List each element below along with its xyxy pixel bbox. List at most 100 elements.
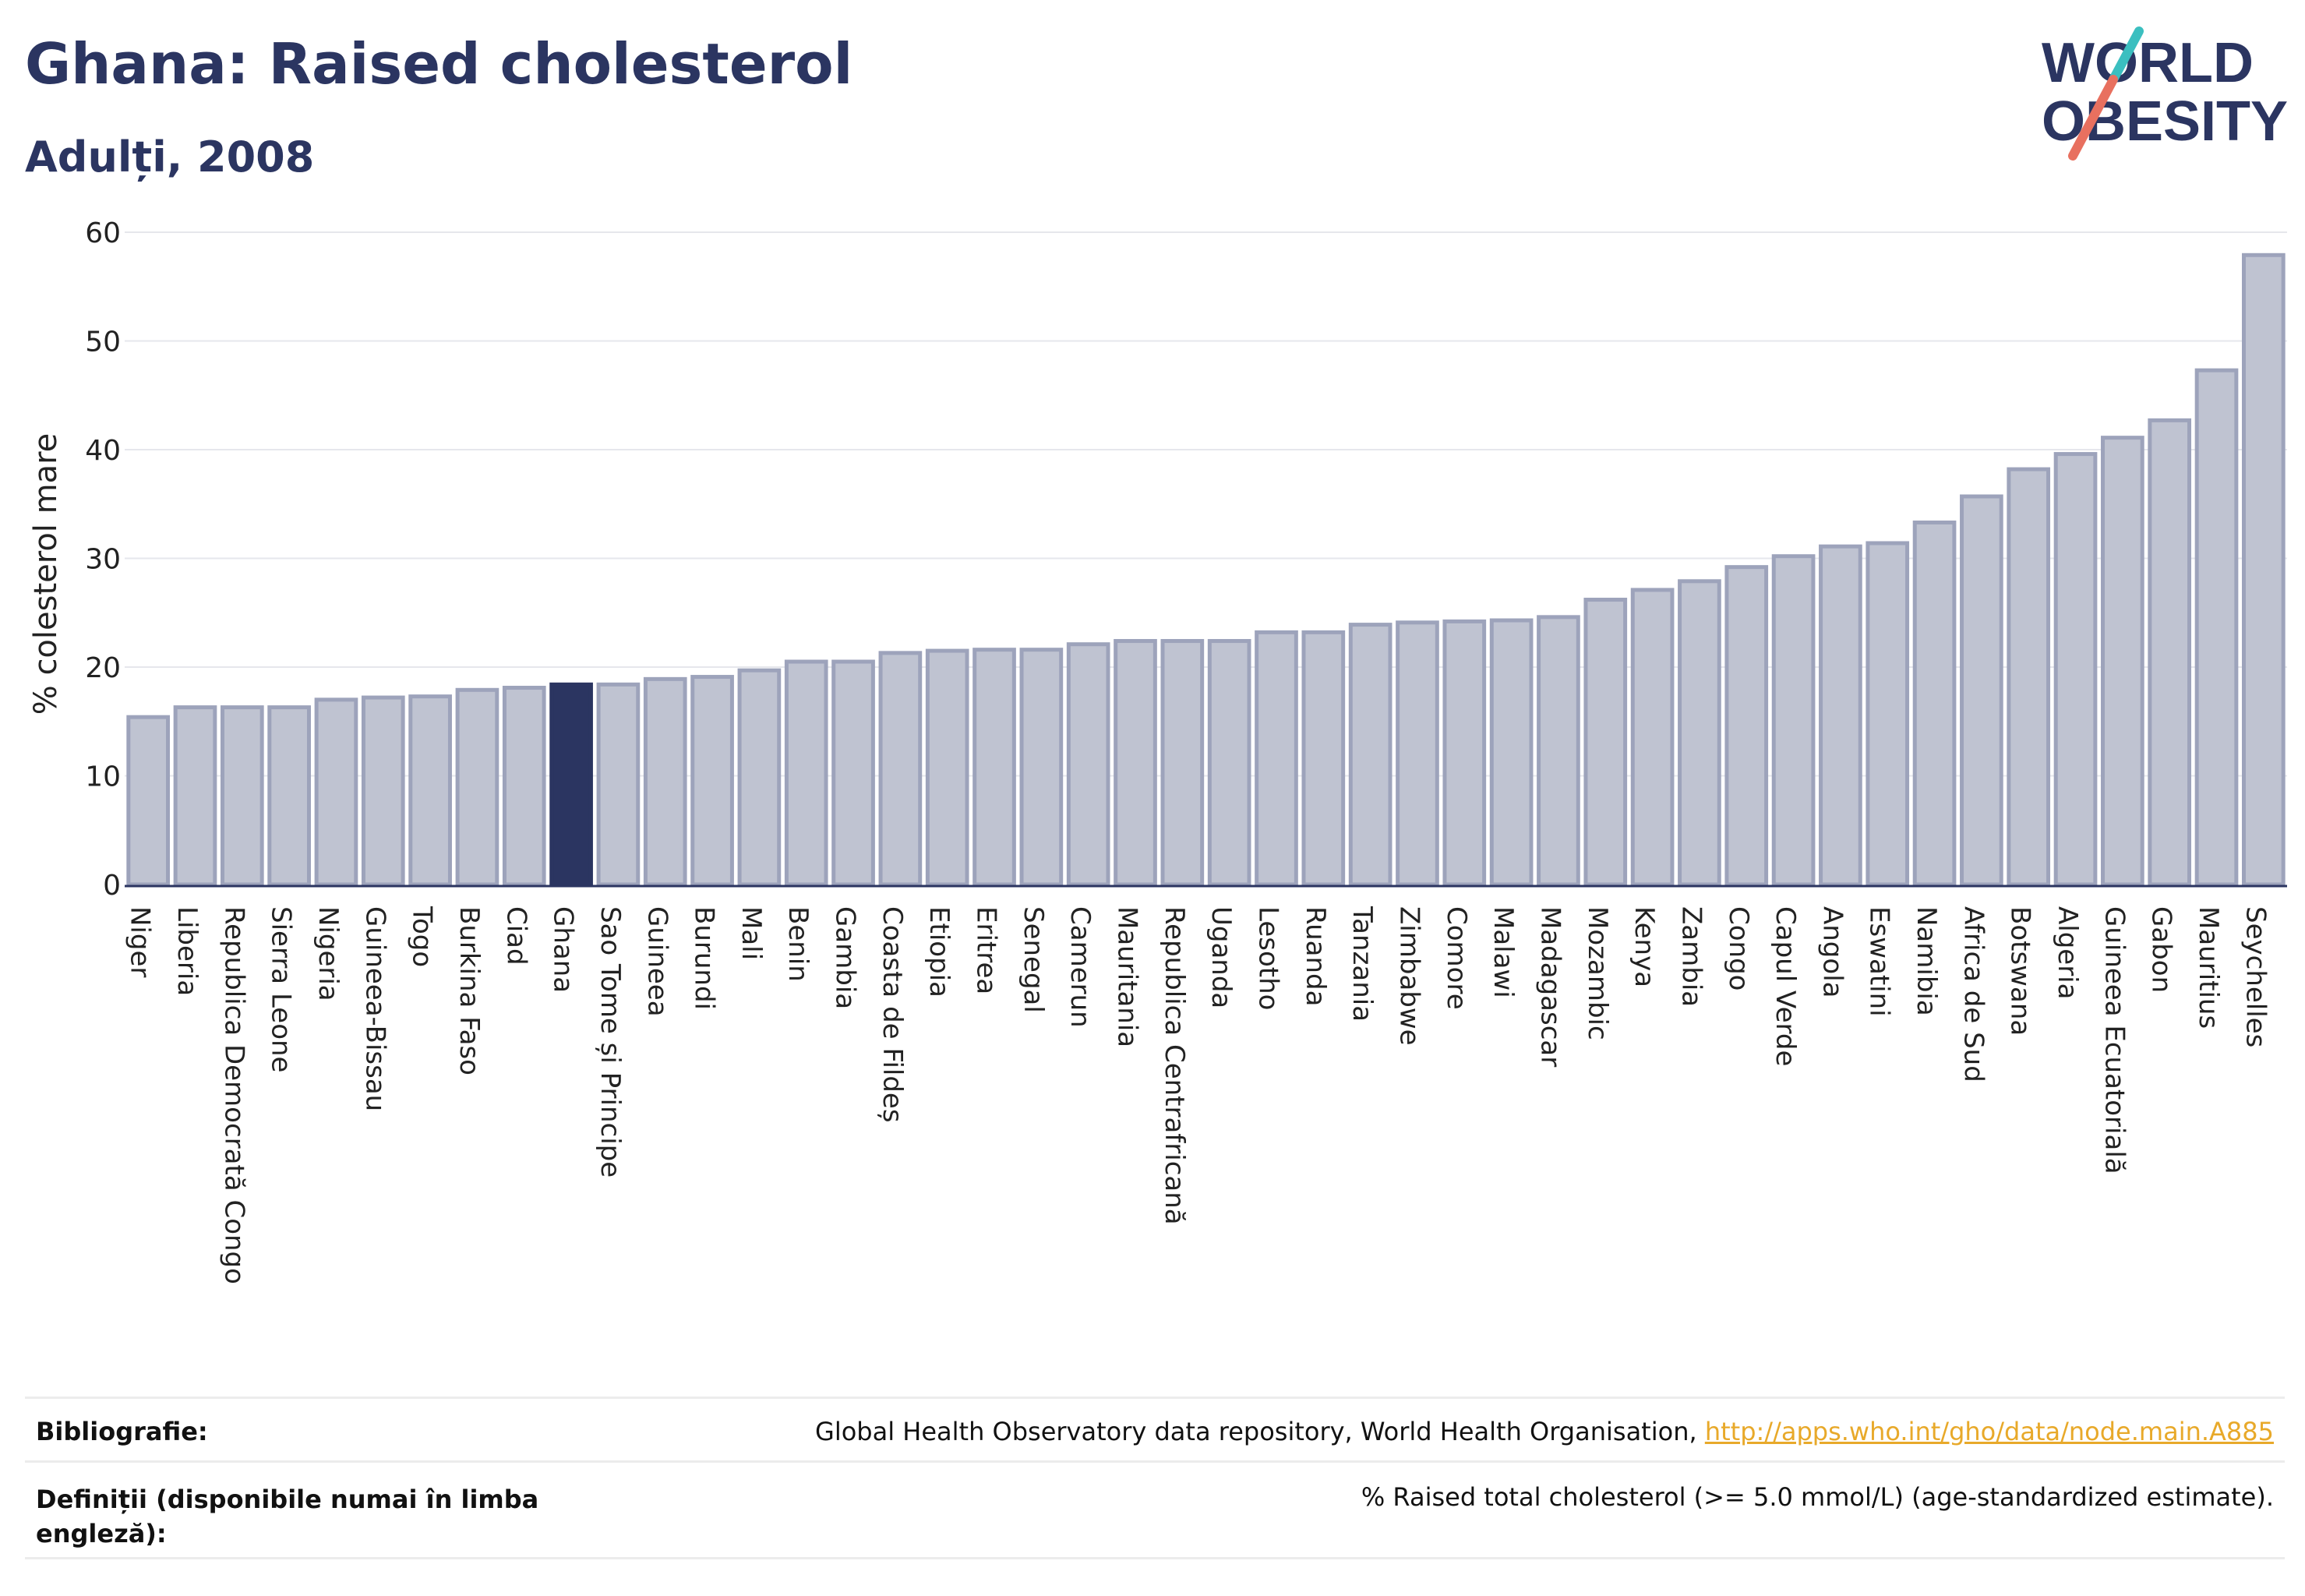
bar-algeria — [2053, 452, 2098, 887]
footer-divider-mid — [25, 1460, 2285, 1463]
bibliography-text: Global Health Observatory data repositor… — [815, 1417, 2274, 1446]
bar-malawi — [1489, 618, 1534, 887]
x-tick-label: Niger — [125, 906, 156, 977]
y-axis-title: % colesterol mare — [28, 433, 64, 715]
x-tick-label: Guineea Ecuatorială — [2099, 906, 2130, 1174]
x-tick-label: Burundi — [689, 906, 720, 1010]
logo-slash-coral — [2068, 75, 2118, 161]
bibliography-source: Global Health Observatory data repositor… — [815, 1417, 1705, 1446]
logo-slash-teal — [2109, 26, 2144, 84]
bar-sierra-leone — [267, 705, 311, 887]
x-tick-label: Burkina Faso — [454, 906, 485, 1075]
x-tick-label: Sierra Leone — [266, 906, 297, 1072]
bar-etiopia — [925, 648, 969, 887]
bibliography-link[interactable]: http://apps.who.int/gho/data/node.main.A… — [1704, 1417, 2274, 1446]
x-tick-label: Mauritania — [1112, 906, 1143, 1047]
x-tick-label: Mozambic — [1582, 906, 1613, 1040]
bar-capul-verde — [1771, 554, 1816, 887]
x-tick-label: Angola — [1816, 906, 1848, 998]
bar-uganda — [1207, 639, 1251, 887]
x-tick-label: Guineea-Bissau — [359, 906, 390, 1111]
x-tick-label: Congo — [1723, 906, 1754, 990]
x-tick-label: Capul Verde — [1770, 906, 1801, 1066]
bar-gabon — [2148, 418, 2192, 887]
bar-mauritania — [1114, 639, 1157, 887]
world-obesity-logo: WORLD OBESITY — [2042, 26, 2288, 161]
x-tick-label: Tanzania — [1347, 906, 1378, 1022]
bibliography-label: Bibliografie: — [36, 1417, 208, 1446]
x-tick-label: Madagascar — [1534, 906, 1565, 1067]
definitions-label: Definiții (disponibile numai în limba en… — [36, 1482, 538, 1551]
bar-madagascar — [1537, 615, 1580, 887]
bar-sao-tome-i-principe — [596, 682, 641, 887]
x-tick-label: Botswana — [2005, 906, 2036, 1036]
x-tick-label: Guineea — [641, 906, 672, 1017]
bar-tanzania — [1348, 623, 1393, 887]
bar-nigeria — [314, 697, 358, 887]
x-tick-label: Senegal — [1018, 906, 1049, 1013]
x-tick-label: Malawi — [1488, 906, 1519, 998]
bar-ciad — [502, 686, 546, 887]
y-axis-ticks: 0 10 20 30 40 50 60 — [85, 217, 121, 902]
bar-benin — [784, 659, 828, 887]
definitions-text: % Raised total cholesterol (>= 5.0 mmol/… — [1361, 1482, 2274, 1512]
x-tick-label: Eritrea — [971, 906, 1002, 994]
bar-mozambic — [1583, 598, 1628, 887]
y-tick-label: 10 — [85, 761, 121, 793]
bar-republica-democrat-congo — [220, 705, 264, 887]
x-axis-labels: Niger Liberia Republica Democrată Congo Sie… — [125, 906, 2271, 1284]
definitions-label-line2: engleză): — [36, 1519, 167, 1548]
chart-subtitle: Adulți, 2008 — [25, 132, 315, 182]
footer-divider-bottom — [25, 1557, 2285, 1559]
x-tick-label: Coasta de Fildeș — [877, 906, 908, 1123]
x-tick-label: Ghana — [548, 906, 579, 993]
x-tick-label: Namibia — [1911, 906, 1942, 1016]
x-tick-label: Uganda — [1205, 906, 1237, 1008]
bar-coasta-de-filde- — [878, 651, 923, 887]
bar-congo — [1724, 565, 1769, 887]
bar-burkina-faso — [455, 687, 499, 887]
bar-ghana — [549, 682, 593, 887]
bar-kenya — [1630, 588, 1675, 887]
x-tick-label: Camerun — [1064, 906, 1096, 1028]
bar-ruanda — [1301, 630, 1346, 887]
bar-chart: 0 10 20 30 40 50 60 Niger Liberia Republica Demo… — [28, 217, 2287, 1284]
x-tick-label: Sao Tome și Principe — [595, 906, 626, 1178]
bar-zambia — [1678, 579, 1721, 887]
x-tick-label: Mauritius — [2193, 906, 2224, 1029]
bar-mauritius — [2194, 368, 2239, 887]
y-tick-label: 20 — [85, 652, 121, 684]
bar-guineea-ecuatorial- — [2101, 436, 2144, 887]
x-tick-label: Mali — [736, 906, 767, 960]
x-tick-label: Benin — [782, 906, 814, 982]
bar-seychelles — [2242, 252, 2286, 887]
x-tick-label: Nigeria — [312, 906, 344, 1001]
bar-guineea-bissau — [361, 695, 405, 887]
bar-angola — [1819, 544, 1862, 887]
x-tick-label: Etiopia — [923, 906, 955, 998]
x-tick-label: Lesotho — [1252, 906, 1283, 1010]
logo-line1: WORLD — [2042, 32, 2254, 94]
x-tick-label: Republica Centrafricană — [1159, 906, 1190, 1225]
x-tick-label: Zambia — [1675, 906, 1707, 1007]
bar-togo — [408, 694, 452, 887]
x-tick-label: Republica Democrată Congo — [218, 906, 249, 1284]
y-tick-label: 40 — [85, 435, 121, 467]
bar-zimbabwe — [1396, 620, 1439, 887]
bar-republica-centrafrican- — [1160, 639, 1205, 887]
x-tick-label: Eswatini — [1864, 906, 1895, 1017]
x-tick-label: Togo — [407, 906, 438, 967]
bar-africa-de-sud — [1960, 494, 2003, 887]
bar-eswatini — [1866, 541, 1910, 887]
bar-camerun — [1066, 642, 1110, 887]
bar-comore — [1442, 619, 1487, 887]
x-tick-label: Gabon — [2146, 906, 2177, 993]
footer-divider-top — [25, 1396, 2285, 1399]
x-tick-label: Algeria — [2052, 906, 2083, 999]
bar-botswana — [2007, 467, 2051, 887]
y-tick-label: 30 — [85, 544, 121, 576]
y-tick-label: 50 — [85, 327, 121, 358]
x-tick-label: Ruanda — [1300, 906, 1331, 1006]
bar-senegal — [1019, 648, 1064, 887]
x-tick-label: Zimbabwe — [1393, 906, 1424, 1046]
